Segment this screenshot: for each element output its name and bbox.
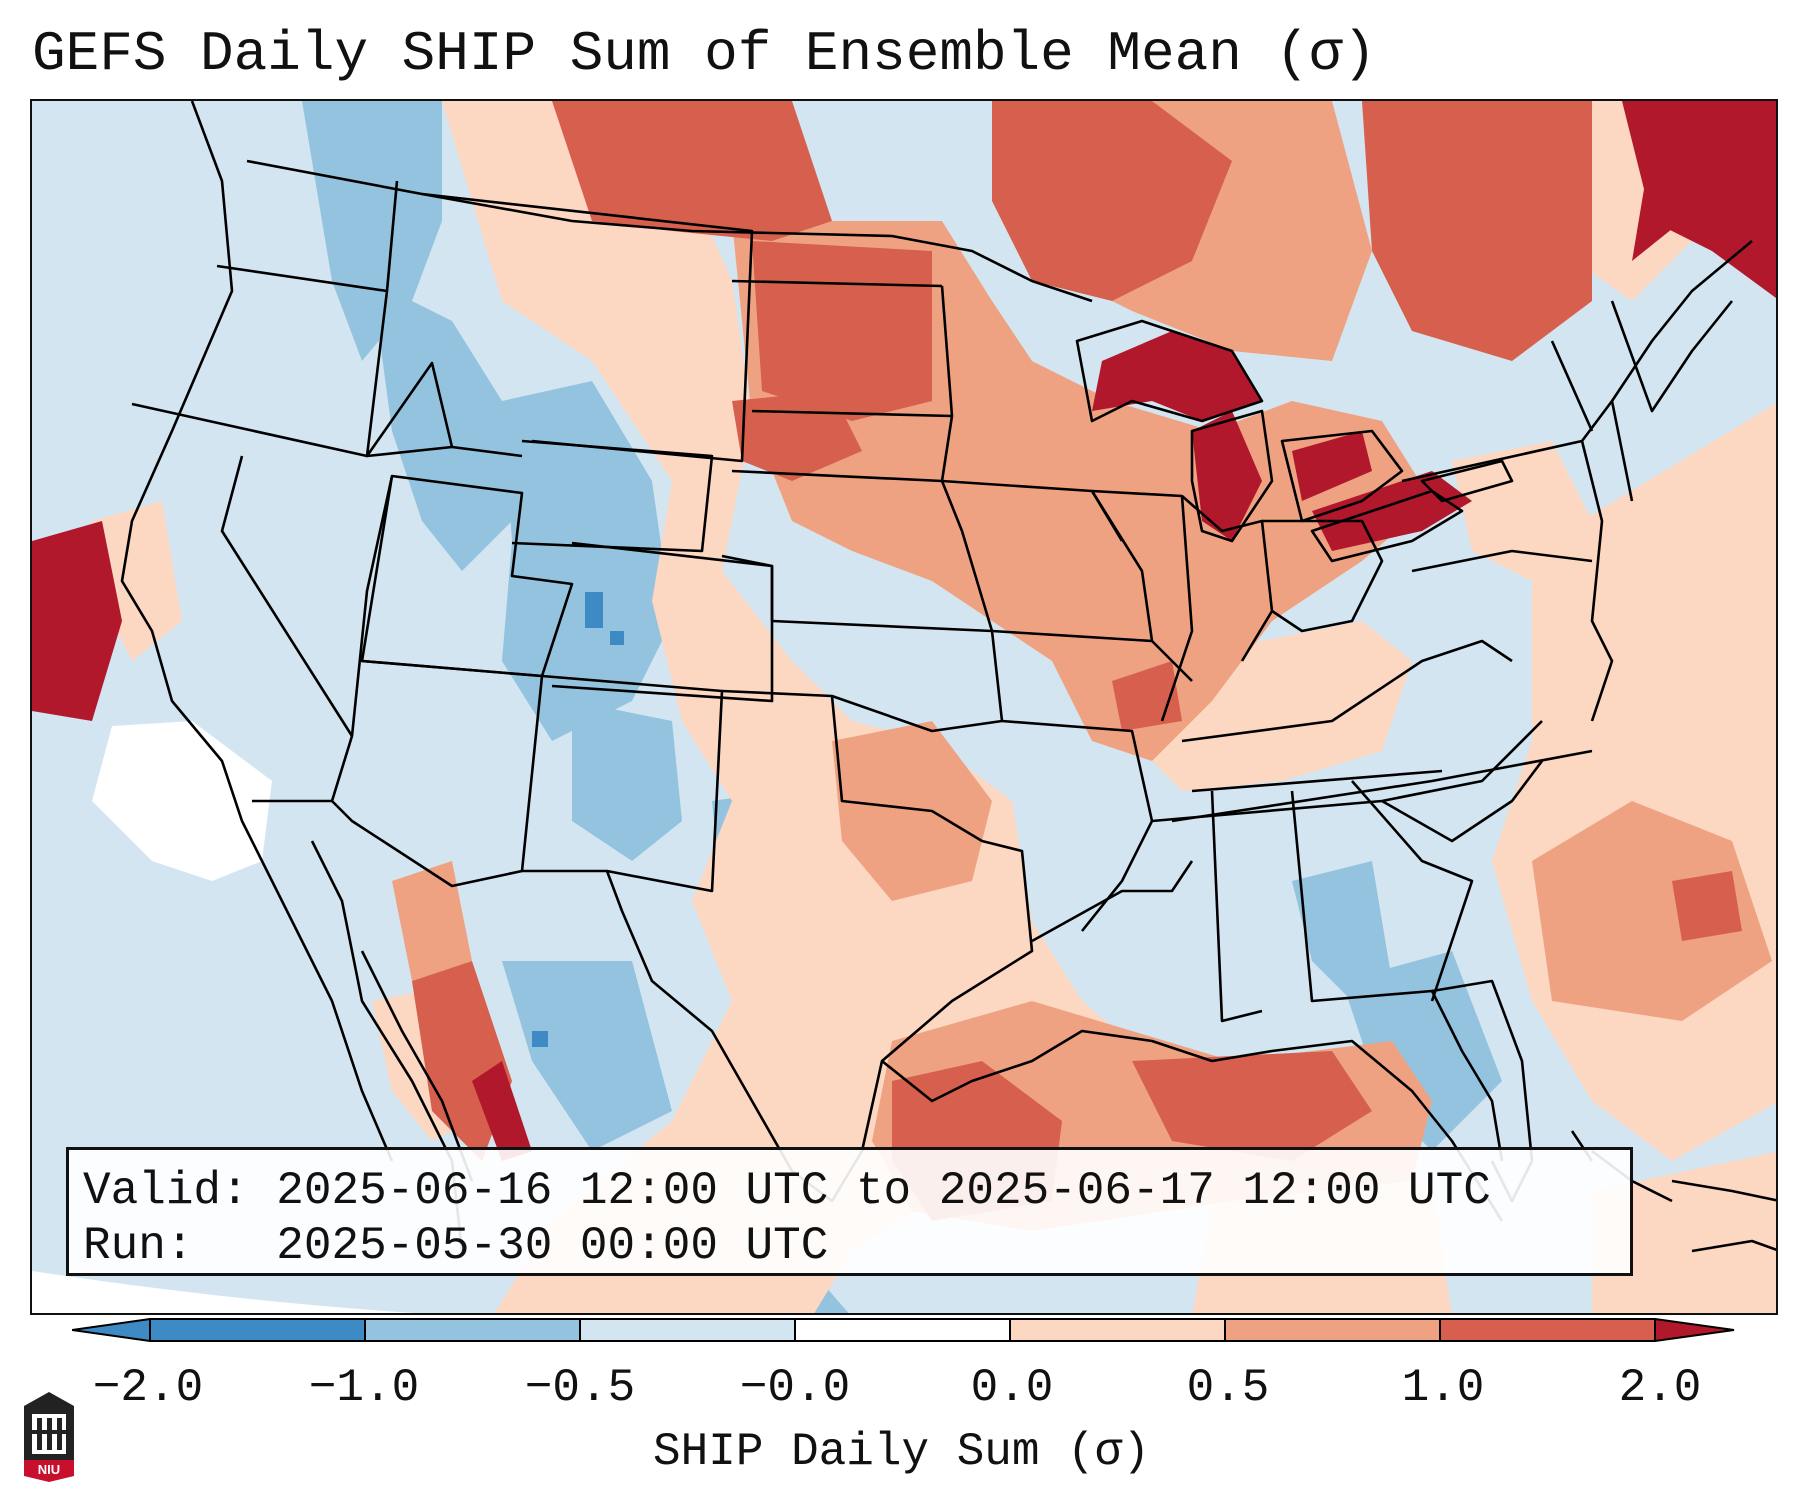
info-box: Valid: 2025-06-16 12:00 UTC to 2025-06-1… bbox=[66, 1147, 1633, 1276]
colorbar-tick-label: −1.0 bbox=[308, 1362, 420, 1414]
valid-value: 2025-06-16 12:00 UTC to 2025-06-17 12:00… bbox=[276, 1165, 1491, 1217]
colorbar-outline bbox=[72, 1318, 1735, 1342]
colorbar-tick-label: −2.0 bbox=[92, 1362, 204, 1414]
colorbar-tick-label: 2.0 bbox=[1618, 1362, 1702, 1414]
run-label: Run: bbox=[83, 1220, 194, 1272]
run-value: 2025-05-30 00:00 UTC bbox=[276, 1220, 829, 1272]
colorbar bbox=[72, 1318, 1735, 1342]
extreme-positive-regions bbox=[32, 101, 1776, 1161]
valid-label: Valid: bbox=[83, 1165, 249, 1217]
anomaly-map bbox=[32, 101, 1776, 1313]
colorbar-segment bbox=[1225, 1319, 1440, 1341]
chart-title: GEFS Daily SHIP Sum of Ensemble Mean (σ) bbox=[32, 22, 1377, 86]
niu-logo-icon: NIU bbox=[24, 1392, 74, 1482]
colorbar-tick-label: −0.0 bbox=[739, 1362, 851, 1414]
colorbar-segment bbox=[150, 1319, 365, 1341]
colorbar-extend-max bbox=[1655, 1319, 1734, 1341]
neutral-region bbox=[92, 721, 272, 881]
colorbar-segment bbox=[580, 1319, 795, 1341]
projection-edge bbox=[32, 1271, 415, 1313]
colorbar-extend-min bbox=[72, 1319, 150, 1341]
colorbar-segments bbox=[72, 1319, 1734, 1341]
colorbar-ticks bbox=[149, 1318, 1656, 1342]
colorbar-segment bbox=[795, 1319, 1010, 1341]
colorbar-segment bbox=[365, 1319, 580, 1341]
svg-text:NIU: NIU bbox=[38, 1462, 60, 1477]
colorbar-label: SHIP Daily Sum (σ) bbox=[653, 1426, 1150, 1478]
colorbar-segment bbox=[1440, 1319, 1655, 1341]
map-panel[interactable] bbox=[30, 99, 1778, 1315]
colorbar-tick-label: 0.0 bbox=[970, 1362, 1054, 1414]
colorbar-tick-label: 0.5 bbox=[1186, 1362, 1270, 1414]
colorbar-tick-label: 1.0 bbox=[1401, 1362, 1485, 1414]
colorbar-segment bbox=[1010, 1319, 1225, 1341]
colorbar-tick-label: −0.5 bbox=[524, 1362, 636, 1414]
